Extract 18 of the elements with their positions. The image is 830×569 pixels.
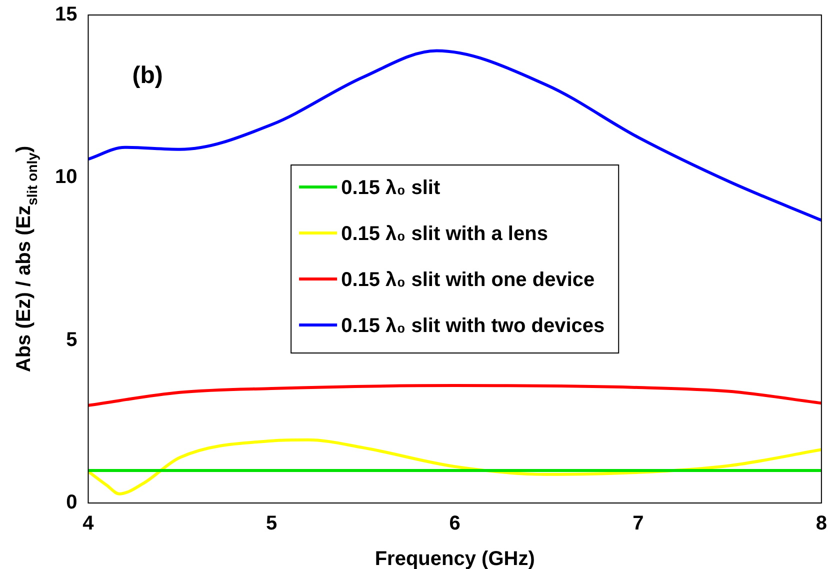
y-tick-label: 10 [54,166,78,188]
y-tick-label: 15 [54,4,78,26]
line-series [88,49,822,222]
legend-label: 0.15 λ₀ slit with two devices [341,315,605,337]
y-tick-label: 0 [66,492,78,514]
line-series [88,384,822,407]
legend-label: 0.15 λ₀ slit with one device [341,269,595,291]
legend-label: 0.15 λ₀ slit [341,177,440,199]
annotation: (b) [132,62,163,89]
x-tick-label: 7 [632,512,644,535]
y-axis-title: Abs (Ez) / abs (Ezslit only) [13,146,40,372]
x-tick-label: 5 [266,512,278,535]
y-tick-label: 5 [66,328,78,351]
x-tick-label: 8 [816,512,827,535]
x-tick-label: 6 [449,512,460,535]
x-tick-label: 4 [82,512,95,535]
legend-label: 0.15 λ₀ slit with a lens [341,223,548,245]
x-axis-title: Frequency (GHz) [374,548,535,569]
